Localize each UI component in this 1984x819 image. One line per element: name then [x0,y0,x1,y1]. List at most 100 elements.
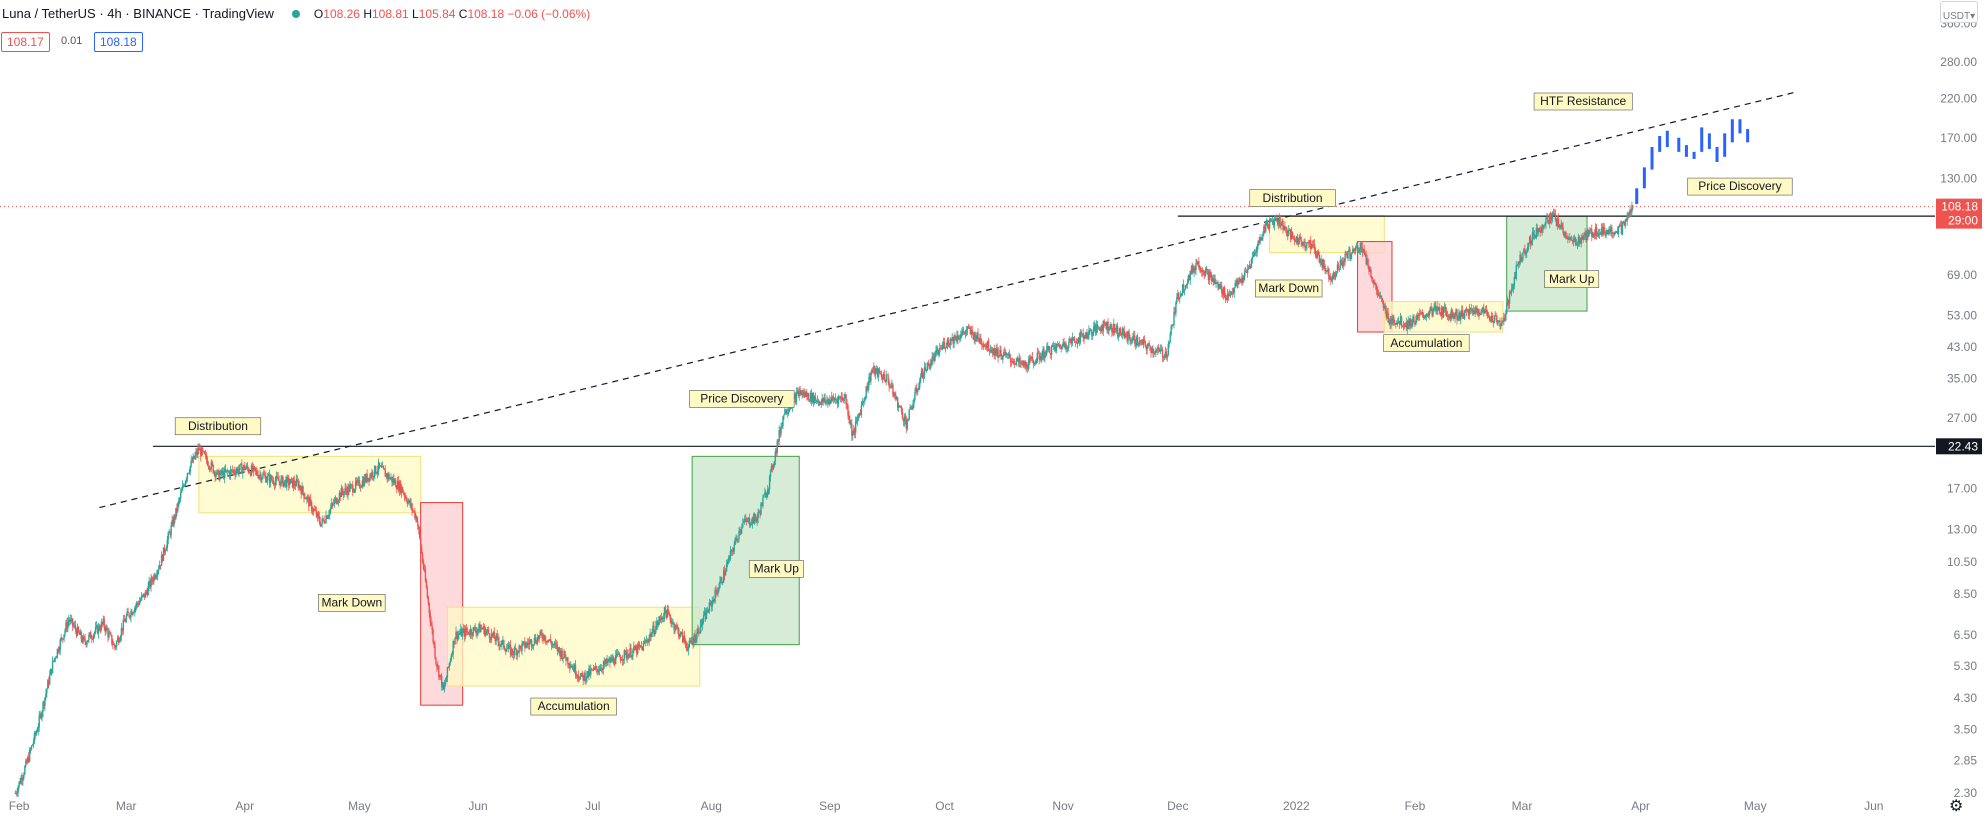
candle-body [615,653,618,656]
annotation-box [1544,270,1600,288]
candle-body [1046,346,1048,351]
candle-body [588,668,590,677]
candle-body [1018,357,1020,362]
candle-body [1061,345,1063,349]
candle-body [1238,281,1240,285]
candle-body [1306,242,1308,246]
buy-price-button[interactable]: 108.18 [94,32,143,52]
candle-body [215,474,217,477]
x-tick-label: Feb [1405,799,1426,813]
annotation-text: Accumulation [1390,336,1462,350]
candle-body [958,338,960,340]
candle-body [1172,324,1174,326]
candle-body [1160,349,1163,351]
candle-body [80,631,82,640]
candle-body [917,389,919,392]
candle-body [249,472,252,476]
candle-body [1138,340,1141,345]
candle-body [1591,229,1593,237]
candle-body [1512,285,1515,289]
candle-body [1419,313,1421,317]
candle-body [923,367,926,376]
candle-body [407,501,409,504]
candle-body [990,349,993,352]
candle-body [237,468,239,474]
candle-body [1258,241,1260,244]
candle-body [961,333,963,335]
symbol-title[interactable]: Luna / TetherUS · 4h · BINANCE · Trading… [2,6,274,21]
candle-body [766,494,768,498]
candle-body [927,362,930,364]
candle-body [56,648,59,657]
candle-body [175,507,177,519]
currency-unit-selector[interactable]: USDT ▾ [1940,1,1978,23]
candle-body [701,621,704,626]
candle-body [555,644,558,646]
candle-body [922,375,925,379]
annotation-text: Price Discovery [700,392,783,406]
candle-body [335,497,338,504]
candle-body [1105,323,1107,329]
candle-body [1069,338,1071,342]
candle-body [247,468,250,473]
candle-body [618,653,621,657]
candle-body [872,369,874,371]
candle-body [402,492,405,494]
candle-body [972,333,974,340]
candle-body [676,625,678,628]
candle-body [411,503,413,511]
sell-price-button[interactable]: 108.17 [1,32,50,52]
candle-body [336,502,339,504]
candle-body [863,398,865,402]
candle-body [298,485,300,488]
candle-body [894,393,896,397]
candle-body [236,468,238,472]
candle-body [1035,361,1038,364]
candle-body [243,465,245,469]
time-axis[interactable]: Feb Mar Apr May Jun Jul Aug Sep Oct Nov Dec 2022 Feb… [9,799,1884,813]
candle-body [1202,271,1205,273]
candle-body [948,344,951,346]
candle-body [239,464,241,470]
candle-body [918,381,921,388]
candle-body [1326,270,1328,272]
candle-body [686,647,689,651]
candle-body [900,406,903,413]
candle-body [629,648,631,655]
gear-icon[interactable]: ⚙ [1949,798,1964,815]
candle-body [1227,293,1230,297]
candle-body [1363,248,1365,255]
candle-body [655,626,657,633]
candle-body [140,595,143,600]
candle-body [368,477,370,481]
candle-body [940,347,942,349]
candle-body [1189,270,1191,281]
candle-body [1407,320,1409,329]
candle-body [1269,219,1272,221]
candle-body [1353,249,1356,251]
candle-body [708,602,711,612]
candle-body [40,714,42,718]
candle-body [1617,226,1620,235]
candle-body [723,570,726,576]
candle-body [897,405,900,409]
candle-body [381,466,384,468]
candle-body [798,390,800,396]
candle-body [68,619,70,622]
candle-body [642,643,645,651]
candle-body [884,380,886,382]
candle-body [935,350,937,353]
candle-body [1244,271,1246,277]
candle-body [1086,333,1088,339]
candle-body [285,479,287,487]
price-axis[interactable]: 360.00280.00220.00170.00130.0069.0053.00… [1936,16,1982,800]
annotation-label: Mark Up [748,560,804,578]
candle-body [546,641,548,643]
y-tick-label: 2.30 [1954,786,1978,800]
candle-body [682,635,685,642]
candle-body [106,626,108,631]
candle-body [663,607,666,619]
candle-body [230,469,233,471]
candle-body [731,549,734,552]
